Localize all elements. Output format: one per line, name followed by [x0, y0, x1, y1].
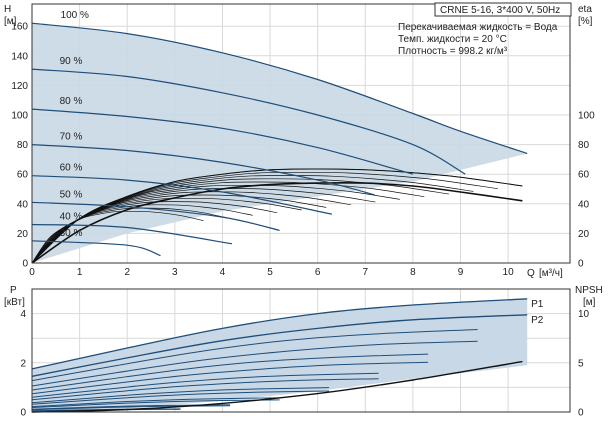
power-curve-reduced — [31, 390, 330, 405]
x-tick-label: 9 — [458, 267, 464, 278]
x-tick-label: 1 — [77, 267, 83, 278]
p-tick-label: 4 — [20, 309, 26, 320]
qh-curve-50 — [31, 201, 280, 231]
qh-curve-60 — [31, 175, 333, 215]
x-tick-label: 4 — [220, 267, 226, 278]
qh-curve-40 — [31, 223, 233, 245]
chart-title: CRNE 5-16, 3*400 V, 50Hz — [440, 5, 560, 16]
speed-label: 100 % — [61, 10, 89, 21]
x-axis-label: Q — [527, 268, 535, 279]
y-axis-unit: [м] — [4, 16, 17, 27]
x-tick-label: 7 — [362, 267, 368, 278]
efficiency-curve — [31, 182, 523, 264]
power-curve-P1 — [31, 298, 528, 370]
eta-tick-label: 80 — [578, 140, 590, 151]
operating-envelope — [32, 23, 528, 264]
p-axis-unit: [кВт] — [4, 297, 25, 308]
x-axis-unit: [м³/ч] — [539, 268, 563, 279]
eta-tick-label: 100 — [578, 111, 595, 122]
x-tick-label: 3 — [172, 267, 178, 278]
npsh-curve — [31, 360, 523, 413]
speed-label: 60 % — [60, 163, 83, 174]
x-tick-label: 5 — [267, 267, 273, 278]
note-density: Плотность = 998.2 кг/м³ — [398, 46, 508, 57]
y-tick-label: 20 — [17, 229, 29, 240]
x-tick-label: 10 — [503, 267, 515, 278]
eta-label: eta — [578, 4, 592, 15]
series-label-P2: P2 — [531, 315, 544, 326]
x-tick-label: 6 — [315, 267, 321, 278]
npsh-tick-label: 5 — [578, 358, 584, 369]
npsh-tick-label: 10 — [578, 309, 590, 320]
note-temperature: Темп. жидкости = 20 °C — [398, 34, 507, 45]
eta-tick-label: 60 — [578, 170, 590, 181]
npsh-axis-unit: [м] — [583, 297, 596, 308]
power-curve-reduced — [31, 397, 280, 408]
power-envelope — [32, 298, 528, 411]
power-curve-reduced — [31, 378, 379, 401]
note-liquid: Перекачиваемая жидкость = Вода — [398, 22, 558, 33]
speed-label: 50 % — [60, 189, 83, 200]
power-curve-reduced — [31, 353, 429, 391]
qh-curve-100 — [31, 22, 528, 155]
power-curve-reduced — [31, 372, 379, 398]
eta-tick-label: 0 — [578, 259, 584, 270]
qh-chart: 0 1 2 3 4 5 6 7 8 9 100204060801001201401600204060… — [4, 3, 595, 279]
npsh-tick-label: 0 — [578, 408, 584, 419]
power-curve-reduced — [31, 399, 280, 408]
speed-label: 70 % — [60, 132, 83, 143]
power-curve-P2 — [31, 314, 528, 377]
qh-curve-70 — [31, 144, 375, 196]
speed-label: 90 % — [60, 56, 83, 67]
title-box — [434, 2, 572, 17]
power-curve-reduced — [31, 387, 330, 404]
npsh-axis-label: NPSH — [575, 285, 603, 296]
x-tick-label: 8 — [410, 267, 416, 278]
qh-curve-80 — [31, 108, 414, 175]
eta-tick-label: 20 — [578, 229, 590, 240]
p-tick-label: 0 — [20, 408, 26, 419]
speed-label: 40 % — [60, 212, 83, 223]
power-curve-reduced — [31, 404, 231, 410]
x-tick-label: 2 — [124, 267, 130, 278]
qh-curve-30 — [31, 240, 161, 257]
y-tick-label: 40 — [17, 199, 29, 210]
y-tick-label: 60 — [17, 170, 29, 181]
p-tick-label: 2 — [20, 358, 26, 369]
qh-plot-frame — [31, 3, 571, 264]
speed-label: 80 % — [60, 96, 83, 107]
eta-tick-label: 40 — [578, 199, 590, 210]
speed-label: 30 % — [60, 228, 83, 239]
efficiency-curve — [31, 168, 523, 264]
y-tick-label: 140 — [11, 51, 28, 62]
qh-curve-90 — [31, 68, 466, 175]
y-axis-label: H — [4, 4, 11, 15]
power-plot-frame — [31, 288, 571, 413]
power-curve-reduced — [31, 340, 478, 387]
x-tick-label: 0 — [29, 267, 35, 278]
y-tick-label: 120 — [11, 81, 28, 92]
y-tick-label: 160 — [11, 22, 28, 33]
series-label-P1: P1 — [531, 299, 544, 310]
power-curve-reduced — [31, 361, 429, 395]
y-tick-label: 100 — [11, 111, 28, 122]
p-axis-label: P — [10, 285, 17, 296]
power-chart: 0 2 4 0 5 10 P1 P2 P[кВт] NPSH[м] — [4, 285, 603, 419]
y-tick-label: 80 — [17, 140, 29, 151]
power-curve-reduced — [31, 329, 478, 382]
y-tick-label: 0 — [22, 259, 28, 270]
eta-unit: [%] — [578, 16, 593, 27]
